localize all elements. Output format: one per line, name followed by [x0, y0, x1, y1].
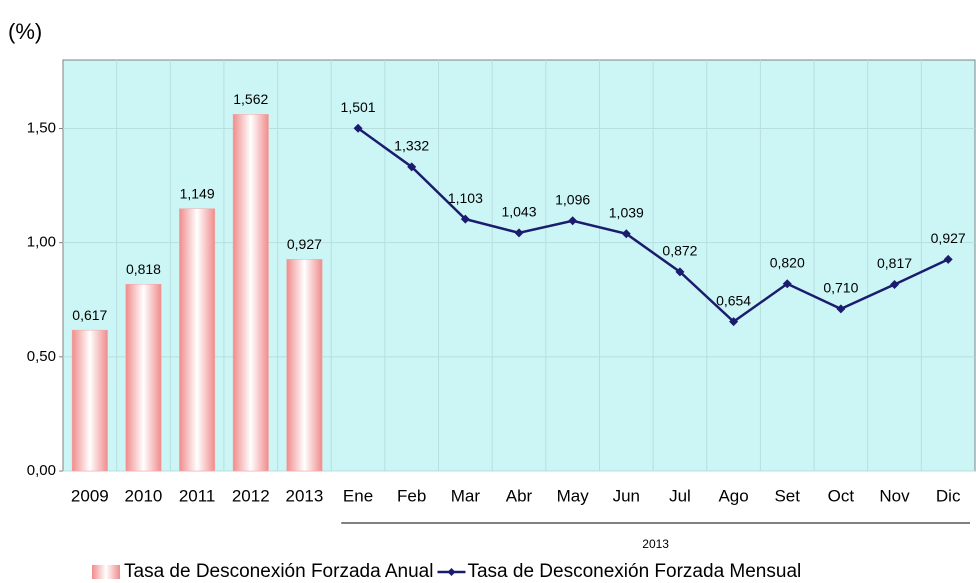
- data-label: 0,710: [823, 280, 858, 296]
- line: [357, 127, 949, 324]
- x-tick-label: Feb: [397, 486, 426, 505]
- bar: [125, 283, 162, 472]
- marker: [729, 317, 739, 327]
- group-label: 2013: [642, 537, 669, 551]
- y-tick-label: 1,50: [27, 119, 56, 136]
- data-label: 1,096: [555, 191, 590, 207]
- x-tick-label: Nov: [879, 486, 910, 505]
- marker: [943, 254, 953, 264]
- y-tick-label: 0,50: [27, 348, 56, 365]
- x-tick-label: Oct: [828, 486, 855, 505]
- marker: [460, 214, 470, 224]
- x-tick-label: Set: [774, 486, 800, 505]
- marker: [568, 216, 578, 226]
- data-label: 1,043: [501, 204, 536, 220]
- data-label: 0,654: [716, 292, 751, 308]
- legend-marker: [447, 568, 456, 576]
- legend-swatch: [92, 565, 120, 579]
- x-tick-label: 2010: [125, 486, 163, 505]
- y-axis-label: (%): [8, 19, 42, 44]
- data-label: 1,039: [609, 204, 644, 220]
- x-tick-label: Abr: [506, 486, 533, 505]
- x-tick-label: 2012: [232, 486, 270, 505]
- bar: [179, 208, 216, 472]
- x-tick-label: 2013: [285, 486, 323, 505]
- marker: [675, 267, 685, 277]
- data-label: 1,103: [448, 190, 483, 206]
- marker: [407, 162, 417, 172]
- y-tick-label: 1,00: [27, 234, 56, 251]
- marker: [514, 228, 524, 238]
- x-tick-label: 2009: [71, 486, 109, 505]
- data-label: 0,927: [931, 230, 966, 246]
- bar: [286, 259, 323, 472]
- x-tick-label: Jul: [669, 486, 691, 505]
- data-label: 1,332: [394, 138, 429, 154]
- marker: [353, 123, 363, 133]
- data-label: 0,872: [662, 243, 697, 259]
- legend-label: Tasa de Desconexión Forzada Anual: [124, 561, 433, 582]
- data-label: 0,818: [126, 261, 161, 277]
- data-label: 1,562: [233, 91, 268, 107]
- legend-label: Tasa de Desconexión Forzada Mensual: [467, 561, 801, 582]
- data-label: 1,149: [180, 185, 215, 201]
- marker: [621, 229, 631, 239]
- bar: [232, 114, 269, 472]
- marker: [890, 279, 900, 289]
- x-tick-label: Dic: [936, 486, 961, 505]
- bar: [71, 329, 108, 472]
- x-tick-label: Jun: [613, 486, 640, 505]
- data-label: 1,501: [341, 99, 376, 115]
- x-tick-label: Mar: [451, 486, 481, 505]
- data-label: 0,617: [72, 307, 107, 323]
- x-tick-label: May: [557, 486, 590, 505]
- marker: [836, 304, 846, 314]
- data-label: 0,820: [770, 254, 805, 270]
- y-tick-label: 0,00: [27, 462, 56, 479]
- x-tick-label: 2011: [179, 486, 216, 505]
- x-tick-label: Ene: [343, 486, 373, 505]
- data-label: 0,927: [287, 236, 322, 252]
- marker: [782, 279, 792, 289]
- data-label: 0,817: [877, 255, 912, 271]
- x-tick-label: Ago: [718, 486, 748, 505]
